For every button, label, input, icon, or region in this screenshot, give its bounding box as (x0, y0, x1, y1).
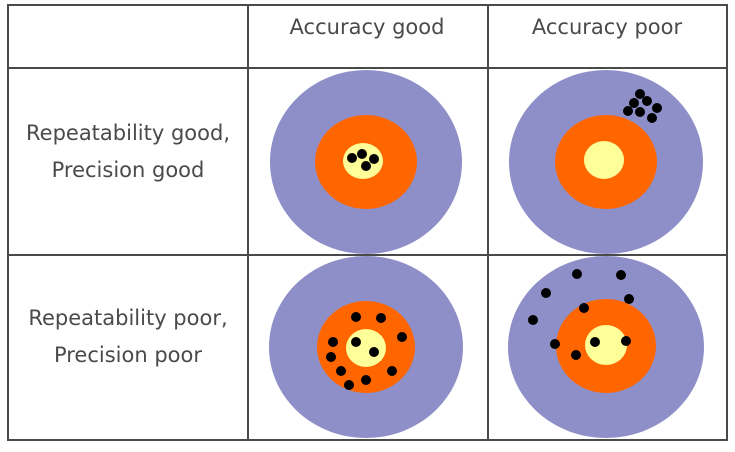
shot (369, 154, 379, 164)
table-border (7, 4, 728, 441)
shot (387, 366, 397, 376)
shot (572, 269, 582, 279)
shot (344, 380, 354, 390)
shot (629, 98, 639, 108)
shot (550, 339, 560, 349)
shot (347, 153, 357, 163)
row1-label-line1: Repeatability good, (26, 121, 230, 145)
shot (642, 96, 652, 106)
shot (616, 270, 626, 280)
target-inaccurate-imprecise (508, 256, 704, 438)
shot (590, 337, 600, 347)
table-grid (7, 4, 728, 441)
shot (621, 336, 631, 346)
target-accurate-imprecise (269, 256, 463, 438)
shot (571, 350, 581, 360)
shot (351, 312, 361, 322)
shot (328, 337, 338, 347)
header-accuracy-good: Accuracy good (290, 15, 445, 39)
shot (397, 332, 407, 342)
shot (635, 89, 645, 99)
row2-label-line1: Repeatability poor, (28, 306, 227, 330)
shot (541, 288, 551, 298)
shot (647, 113, 657, 123)
shot (579, 303, 589, 313)
header-accuracy-poor: Accuracy poor (532, 15, 683, 39)
shot (326, 352, 336, 362)
shot (652, 103, 662, 113)
shot (623, 106, 633, 116)
target-accurate-precise (270, 70, 462, 254)
shot (336, 366, 346, 376)
row2-label-line2: Precision poor (54, 343, 202, 367)
shot (361, 375, 371, 385)
row1-label-line2: Precision good (52, 158, 205, 182)
shot (376, 313, 386, 323)
shot (624, 294, 634, 304)
shot (369, 347, 379, 357)
bullseye (585, 325, 627, 365)
bullseye (584, 141, 624, 179)
shot (635, 107, 645, 117)
target-inaccurate-precise (509, 70, 703, 254)
bullseye (346, 329, 386, 367)
bullseye (343, 143, 383, 179)
shot (351, 337, 361, 347)
shot (361, 161, 371, 171)
shot (528, 315, 538, 325)
shot (357, 149, 367, 159)
